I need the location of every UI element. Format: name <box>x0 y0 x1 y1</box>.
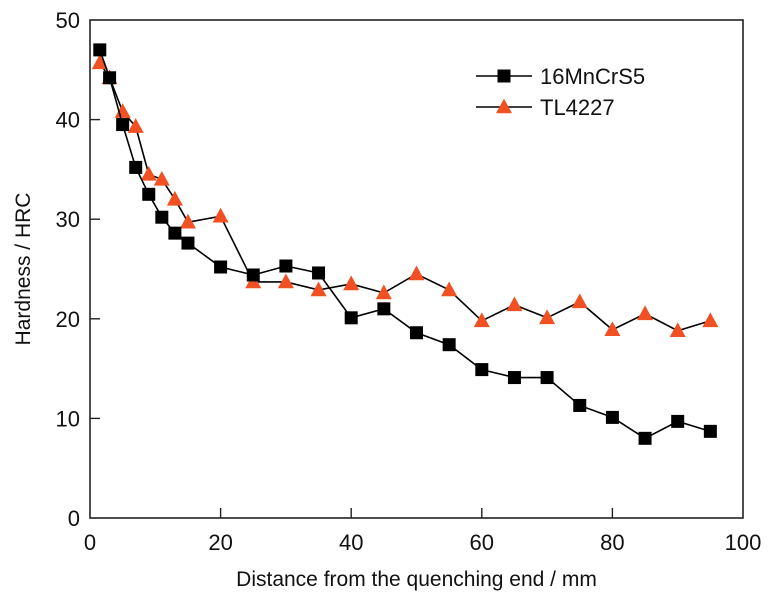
legend-marker-triangle <box>496 98 512 114</box>
data-point-square <box>312 266 326 280</box>
series-16mncrs5 <box>93 43 717 445</box>
data-point-triangle <box>310 281 327 297</box>
legend: 16MnCrS5 TL4227 <box>476 64 645 120</box>
data-point-square <box>246 268 260 282</box>
data-point-triangle <box>127 118 144 133</box>
data-point-square <box>344 311 358 325</box>
data-point-triangle <box>277 273 294 289</box>
data-point-square <box>507 371 521 385</box>
y-tick-label: 0 <box>68 506 80 531</box>
data-point-triangle <box>166 190 183 206</box>
data-point-square <box>377 302 391 316</box>
data-point-square <box>573 398 587 412</box>
series-line <box>99 62 711 332</box>
data-point-square <box>442 338 456 352</box>
data-point-square <box>181 236 195 250</box>
legend-label: 16MnCrS5 <box>540 64 645 89</box>
y-tick-label: 50 <box>56 8 80 33</box>
data-point-triangle <box>375 284 392 300</box>
legend-item: 16MnCrS5 <box>476 64 645 89</box>
data-point-square <box>155 210 169 224</box>
data-point-triangle <box>441 281 458 297</box>
y-tick-label: 40 <box>56 108 80 133</box>
data-point-triangle <box>179 213 196 229</box>
data-point-square <box>93 43 107 57</box>
y-tick-label: 20 <box>56 307 80 332</box>
legend-marker-square <box>497 69 511 83</box>
x-tick-label: 40 <box>339 530 363 555</box>
data-point-square <box>116 118 130 132</box>
data-point-square <box>475 363 489 377</box>
x-tick-label: 80 <box>600 530 624 555</box>
data-point-square <box>540 371 554 385</box>
data-point-triangle <box>604 321 621 337</box>
data-point-triangle <box>114 103 131 118</box>
axis-ticks: 0 20 40 60 80 100 0 10 20 30 40 50 <box>56 8 762 555</box>
data-point-square <box>605 410 619 424</box>
data-point-square <box>129 160 143 174</box>
data-point-triangle <box>473 312 490 328</box>
x-tick-label: 0 <box>84 530 96 555</box>
data-point-square <box>638 431 652 445</box>
data-point-triangle <box>669 322 686 338</box>
series-layer <box>91 43 719 445</box>
data-point-triangle <box>212 207 229 223</box>
data-point-square <box>214 260 228 274</box>
data-point-triangle <box>571 293 588 309</box>
y-tick-label: 30 <box>56 207 80 232</box>
data-point-square <box>410 326 423 340</box>
data-point-square <box>168 226 182 240</box>
legend-label: TL4227 <box>540 95 615 120</box>
data-point-square <box>142 187 156 201</box>
x-tick-label: 100 <box>725 530 762 555</box>
series-tl4227 <box>91 54 719 338</box>
data-point-triangle <box>702 312 719 328</box>
legend-item: TL4227 <box>476 95 615 120</box>
plot-border <box>89 19 744 519</box>
data-point-triangle <box>506 296 523 312</box>
data-point-triangle <box>408 265 425 281</box>
data-point-triangle <box>539 309 556 325</box>
data-point-square <box>671 414 685 428</box>
x-axis-title: Distance from the quenching end / mm <box>236 568 597 591</box>
data-point-triangle <box>153 170 170 186</box>
data-point-square <box>103 71 117 85</box>
data-point-square <box>703 424 717 438</box>
y-axis-title: Hardness / HRC <box>12 193 35 346</box>
x-tick-label: 20 <box>208 530 232 555</box>
plot-frame <box>89 19 744 519</box>
y-tick-label: 10 <box>56 406 80 431</box>
data-point-triangle <box>140 165 157 181</box>
data-point-triangle <box>91 54 108 70</box>
data-point-square <box>279 259 293 273</box>
data-point-triangle <box>343 275 360 291</box>
x-tick-label: 60 <box>470 530 494 555</box>
data-point-triangle <box>637 305 654 321</box>
